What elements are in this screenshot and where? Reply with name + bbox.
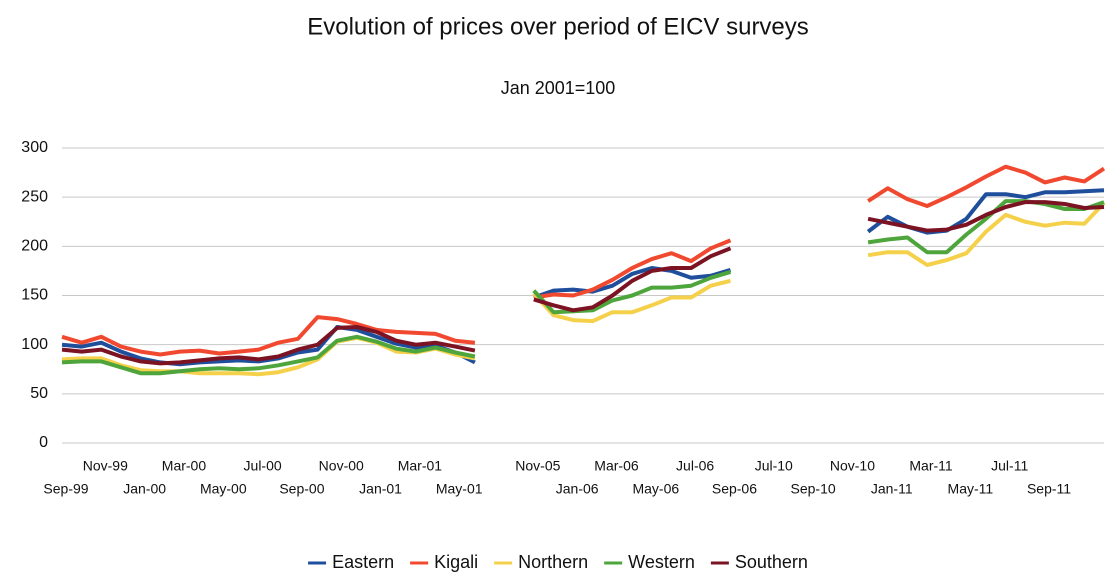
series-line (61, 164, 1106, 357)
x-tick-label: Mar-00 (162, 458, 207, 474)
series-line (61, 200, 1105, 366)
x-tick-label: Jul-00 (244, 458, 282, 474)
series-line (61, 188, 1105, 367)
y-tick-label: 250 (21, 188, 48, 205)
chart-subtitle: Jan 2001=100 (501, 78, 616, 98)
legend-label: Eastern (332, 552, 394, 572)
x-tick-label: Jul-10 (755, 458, 793, 474)
x-tick-label: Sep-00 (279, 481, 324, 497)
y-tick-label: 50 (30, 385, 48, 402)
x-tick-label: Mar-06 (594, 458, 639, 474)
x-tick-label: Sep-11 (1027, 481, 1071, 497)
x-tick-label: May-11 (948, 481, 994, 497)
x-tick-label: Jan-11 (871, 481, 913, 497)
x-tick-label: Mar-11 (909, 458, 953, 474)
legend-label: Western (628, 552, 695, 572)
x-tick-label: Jan-06 (556, 481, 599, 497)
y-tick-label: 200 (21, 238, 48, 255)
x-tick-label: Mar-01 (398, 458, 443, 474)
y-tick-label: 0 (39, 434, 48, 451)
y-tick-label: 300 (21, 139, 48, 156)
x-tick-label: Nov-99 (83, 458, 128, 474)
legend-label: Southern (735, 552, 808, 572)
x-tick-label: Nov-05 (515, 458, 560, 474)
y-tick-label: 150 (21, 287, 48, 304)
x-tick-label: Sep-06 (712, 481, 757, 497)
x-tick-label: Nov-00 (319, 458, 364, 474)
x-tick-label: Jan-00 (123, 481, 166, 497)
x-tick-label: Jan-01 (359, 481, 402, 497)
x-tick-label: Nov-10 (830, 458, 875, 474)
x-tick-label: May-01 (436, 481, 483, 497)
y-tick-label: 100 (21, 336, 48, 353)
x-tick-label: May-06 (632, 481, 679, 497)
x-tick-label: May-00 (200, 481, 247, 497)
x-tick-label: Sep-99 (43, 481, 88, 497)
x-tick-label: Jul-06 (676, 458, 714, 474)
series-line (61, 199, 1105, 376)
legend-label: Northern (518, 552, 588, 572)
chart-title: Evolution of prices over period of EICV … (307, 13, 809, 40)
legend: Eastern Kigali Northern Western Southern (308, 552, 808, 572)
legend-label: Kigali (434, 552, 478, 572)
x-tick-label: Sep-10 (791, 481, 836, 497)
x-tick-label: Jul-11 (991, 458, 1028, 474)
